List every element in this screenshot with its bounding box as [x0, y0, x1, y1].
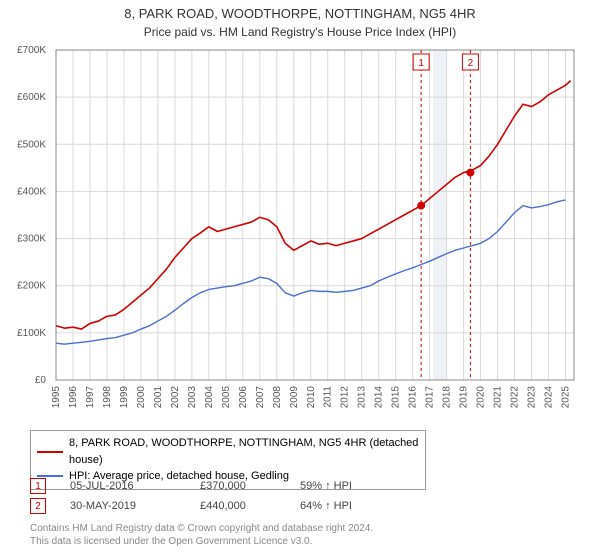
svg-text:£0: £0 [35, 375, 47, 386]
transaction-price: £370,000 [200, 480, 300, 492]
footer-line-2: This data is licensed under the Open Gov… [30, 535, 373, 548]
footer-line-1: Contains HM Land Registry data © Crown c… [30, 522, 373, 535]
svg-text:2025: 2025 [561, 386, 572, 409]
chart-container: 8, PARK ROAD, WOODTHORPE, NOTTINGHAM, NG… [0, 0, 600, 560]
transactions-table: 1 05-JUL-2016£370,00059% ↑ HPI 2 30-MAY-201… [30, 476, 420, 516]
chart-plot-area: £0£100K£200K£300K£400K£500K£600K£700K199… [50, 44, 580, 414]
svg-text:2018: 2018 [442, 386, 453, 409]
svg-text:£200K: £200K [17, 281, 46, 292]
svg-text:1999: 1999 [119, 386, 130, 409]
svg-text:2009: 2009 [289, 386, 300, 409]
transaction-hpi: 64% ↑ HPI [300, 500, 420, 512]
transaction-row: 1 05-JUL-2016£370,00059% ↑ HPI [30, 476, 420, 496]
svg-text:2019: 2019 [459, 386, 470, 409]
svg-text:1996: 1996 [68, 386, 79, 409]
transaction-hpi: 59% ↑ HPI [300, 480, 420, 492]
chart-subtitle: Price paid vs. HM Land Registry's House … [0, 23, 600, 39]
svg-text:2002: 2002 [170, 386, 181, 409]
svg-text:2017: 2017 [425, 386, 436, 409]
svg-text:2: 2 [468, 58, 474, 69]
svg-text:2014: 2014 [374, 386, 385, 409]
svg-text:2015: 2015 [391, 386, 402, 409]
svg-text:2003: 2003 [187, 386, 198, 409]
svg-text:2005: 2005 [221, 386, 232, 409]
svg-text:2004: 2004 [204, 386, 215, 409]
legend-swatch [37, 451, 63, 453]
svg-text:2013: 2013 [357, 386, 368, 409]
svg-text:2000: 2000 [136, 386, 147, 409]
svg-text:2006: 2006 [238, 386, 249, 409]
svg-text:2012: 2012 [340, 386, 351, 409]
svg-text:2010: 2010 [306, 386, 317, 409]
svg-text:£300K: £300K [17, 234, 46, 245]
svg-text:2001: 2001 [153, 386, 164, 409]
svg-text:2016: 2016 [408, 386, 419, 409]
transaction-row: 2 30-MAY-2019£440,00064% ↑ HPI [30, 496, 420, 516]
legend-label: 8, PARK ROAD, WOODTHORPE, NOTTINGHAM, NG… [69, 435, 419, 468]
svg-text:£600K: £600K [17, 92, 46, 103]
svg-text:£400K: £400K [17, 186, 46, 197]
svg-text:2023: 2023 [527, 386, 538, 409]
svg-text:2022: 2022 [510, 386, 521, 409]
transaction-date: 30-MAY-2019 [70, 500, 200, 512]
svg-text:1998: 1998 [102, 386, 113, 409]
transaction-date: 05-JUL-2016 [70, 480, 200, 492]
svg-text:2021: 2021 [493, 386, 504, 409]
svg-text:£700K: £700K [17, 45, 46, 56]
footer-attribution: Contains HM Land Registry data © Crown c… [30, 522, 373, 548]
svg-text:1997: 1997 [85, 386, 96, 409]
transaction-marker: 2 [30, 498, 46, 514]
legend-row: 8, PARK ROAD, WOODTHORPE, NOTTINGHAM, NG… [37, 435, 419, 468]
svg-text:2007: 2007 [255, 386, 266, 409]
chart-svg: £0£100K£200K£300K£400K£500K£600K£700K199… [50, 44, 580, 414]
transaction-price: £440,000 [200, 500, 300, 512]
svg-text:2020: 2020 [476, 386, 487, 409]
chart-title: 8, PARK ROAD, WOODTHORPE, NOTTINGHAM, NG… [0, 0, 600, 23]
svg-text:2011: 2011 [323, 386, 334, 408]
svg-text:£100K: £100K [17, 328, 46, 339]
svg-text:2024: 2024 [544, 386, 555, 409]
svg-text:2008: 2008 [272, 386, 283, 409]
svg-text:1: 1 [418, 58, 424, 69]
svg-text:£500K: £500K [17, 139, 46, 150]
transaction-marker: 1 [30, 478, 46, 494]
svg-text:1995: 1995 [51, 386, 62, 409]
